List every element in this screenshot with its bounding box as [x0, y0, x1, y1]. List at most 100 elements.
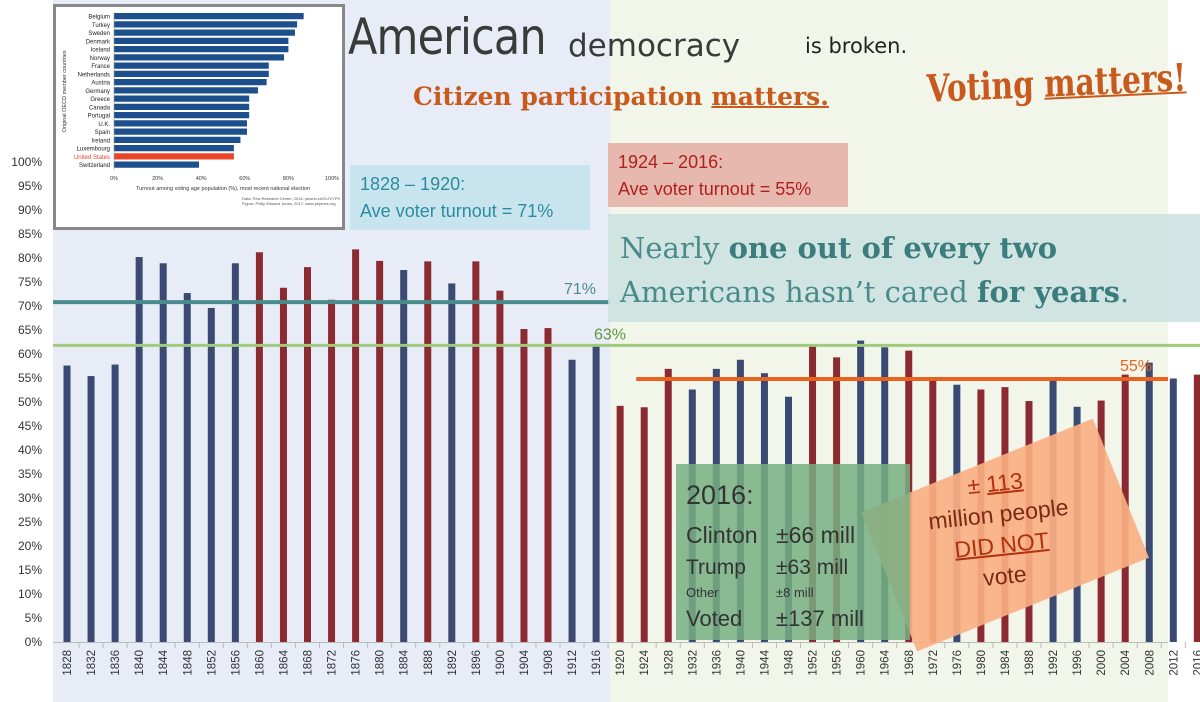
x-tick-label: 1932	[687, 650, 699, 676]
results-2016-box: 2016: Clinton ±66 mill Trump ±63 mill Ot…	[676, 464, 910, 640]
bar	[328, 299, 336, 642]
y-tick-label: 20%	[18, 539, 42, 553]
trump-name: Trump	[686, 556, 746, 579]
inset-source-figure: Figure: Philip Edward Jones, 2017. www.p…	[242, 201, 336, 206]
oecd-inset-svg: Belgium Turkey Sweden Denmark Iceland Norway F…	[62, 13, 340, 206]
subtitle-part3: Voting	[926, 61, 1035, 111]
x-tick-label: 1968	[904, 650, 916, 676]
x-tick-label: 1896	[471, 650, 483, 676]
bar	[279, 287, 287, 642]
inset-category-label: France	[91, 64, 110, 70]
inset-bar	[114, 153, 234, 160]
inset-category-label: Iceland	[91, 48, 110, 54]
other-value: ±8 mill	[776, 585, 814, 600]
title-american: American	[348, 8, 547, 66]
bar	[472, 261, 480, 642]
y-tick-label: 45%	[18, 419, 42, 433]
x-tick-label: 1904	[519, 649, 531, 675]
inset-category-label: United States	[74, 155, 110, 161]
inset-category-label: Canada	[89, 105, 111, 111]
bar	[448, 283, 456, 642]
inset-bar	[114, 21, 298, 28]
x-tick-label: 1948	[784, 650, 796, 676]
nearly-2b: for years	[977, 275, 1120, 309]
x-tick-label: 1920	[615, 650, 627, 676]
y-tick-label: 35%	[18, 467, 42, 481]
era2-years: 1924 – 2016:	[618, 152, 724, 172]
x-tick-label: 1960	[856, 650, 868, 676]
x-tick-label: 1992	[1048, 650, 1060, 676]
inset-category-label: Greece	[90, 97, 110, 103]
nearly-callout: Nearly one out of every two Americans ha…	[608, 214, 1200, 322]
inset-source-data: Data: Pew Research Center, 2016. pewrsr.…	[242, 196, 340, 201]
inset-bar	[114, 145, 234, 152]
y-tick-label: 90%	[18, 203, 42, 217]
subtitle-part2: matters.	[711, 82, 829, 111]
inset-x-tick-label: 100%	[325, 176, 339, 182]
bar	[544, 328, 552, 642]
inset-category-label: Germany	[85, 89, 110, 95]
x-tick-label: 1972	[928, 650, 940, 676]
inset-bar	[114, 128, 247, 135]
inset-bar	[114, 13, 304, 20]
x-tick-label: 1868	[303, 650, 315, 676]
reference-lines: 71% 63% 55%	[53, 281, 1200, 381]
inset-category-label: Ireland	[92, 138, 110, 144]
y-tick-label: 0%	[25, 635, 43, 649]
x-tick-label: 1864	[278, 649, 290, 675]
y-axis: 0% 5% 10% 15% 20% 25% 30% 35% 40% 45% 50% 55% 60% 65%…	[11, 155, 42, 649]
y-tick-label: 60%	[18, 347, 42, 361]
x-tick-label: 1952	[808, 650, 820, 676]
other-name: Other	[686, 585, 719, 600]
y-tick-label: 25%	[18, 515, 42, 529]
subtitle-part4: matters!	[1043, 54, 1187, 106]
x-axis: 1828 1832 1836 1840 1844 1848 1852 1856 1860 1864…	[53, 642, 1200, 676]
inset-category-label: Denmark	[86, 39, 111, 45]
bar	[520, 329, 528, 642]
bar	[424, 261, 432, 642]
inset-bar	[114, 161, 200, 168]
inset-bar	[114, 95, 250, 102]
inset-bar	[114, 87, 258, 94]
x-tick-label: 1944	[759, 649, 771, 675]
bar	[63, 365, 71, 642]
inset-bar	[114, 120, 247, 127]
bar	[640, 407, 648, 642]
x-tick-label: 1892	[447, 650, 459, 676]
era1-years: 1828 – 1920:	[360, 174, 466, 194]
x-tick-label: 1964	[880, 649, 892, 675]
bar	[304, 267, 311, 642]
inset-category-label: Luxembourg	[77, 147, 110, 153]
clinton-name: Clinton	[686, 522, 758, 548]
y-tick-label: 80%	[18, 251, 42, 265]
x-tick-label: 1856	[230, 650, 242, 676]
x-tick-label: 2016	[1192, 650, 1200, 676]
y-tick-label: 75%	[18, 275, 42, 289]
subtitle-part1: Citizen participation	[413, 82, 703, 111]
x-tick-label: 1988	[1024, 650, 1036, 676]
x-tick-label: 2000	[1096, 650, 1108, 676]
inset-category-label: Netherlands	[78, 72, 110, 78]
did-not-1b: 113	[984, 467, 1025, 498]
voted-name: Voted	[686, 606, 743, 631]
inset-bar	[114, 70, 269, 77]
y-tick-label: 10%	[18, 587, 42, 601]
inset-x-tick-label: 0%	[110, 176, 118, 182]
x-tick-label: 1980	[976, 650, 988, 676]
bar	[496, 290, 504, 642]
bar	[400, 270, 408, 642]
inset-category-label: Sweden	[88, 31, 110, 37]
voted-value: ±137 mill	[776, 606, 864, 631]
inset-category-label: U.K.	[98, 122, 110, 128]
nearly-2c: .	[1119, 275, 1130, 309]
bar	[135, 257, 143, 642]
bar	[159, 263, 167, 642]
bar	[616, 405, 624, 642]
inset-category-label: Portugal	[88, 114, 110, 120]
x-tick-label: 1828	[62, 650, 74, 676]
bar	[207, 307, 215, 642]
inset-x-tick-label: 80%	[283, 176, 294, 182]
bar	[87, 376, 95, 642]
x-tick-label: 1844	[158, 649, 170, 675]
bar	[376, 260, 384, 642]
